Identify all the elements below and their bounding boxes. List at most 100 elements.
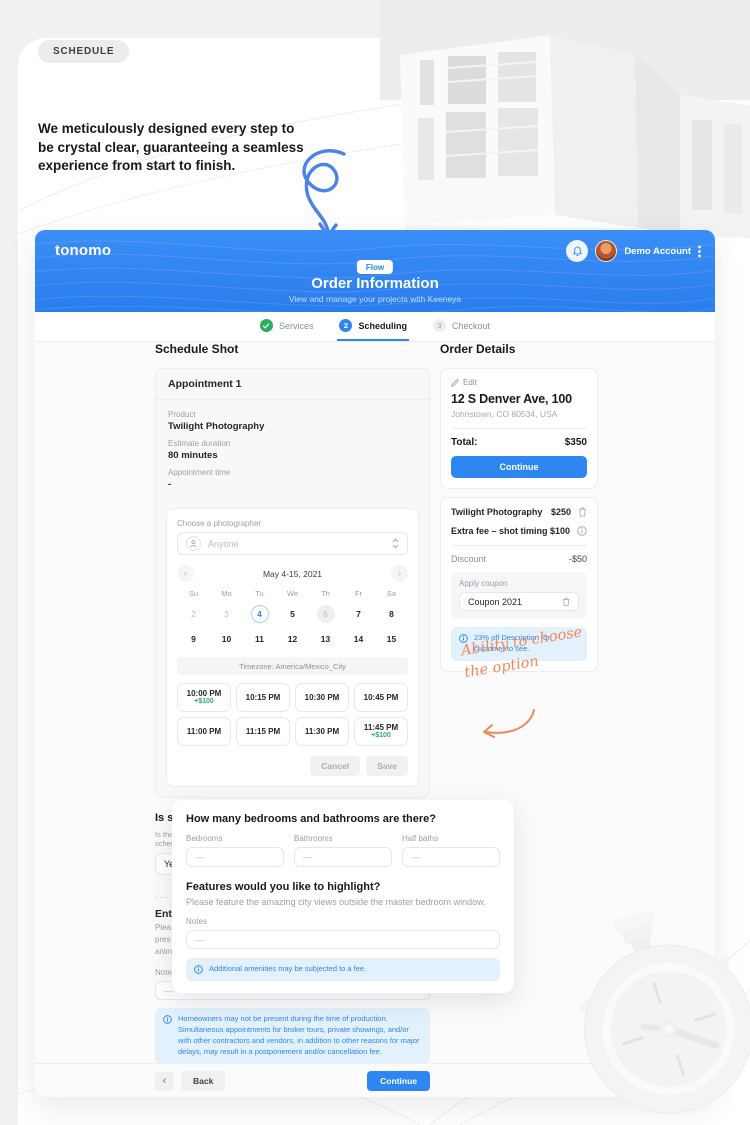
production-notice-banner: Homeowners may not be present during the…	[155, 1008, 430, 1064]
halfbaths-input[interactable]	[411, 848, 491, 866]
order-address: 12 S Denver Ave, 100	[451, 392, 572, 406]
trash-icon[interactable]	[562, 597, 570, 607]
item-name: Extra fee – shot timing	[451, 526, 548, 536]
rooms-question-card: How many bedrooms and bathrooms are ther…	[172, 800, 514, 993]
coupon-input-wrap	[459, 592, 579, 611]
entry-text-fragment: pres	[155, 935, 171, 944]
tab-checkout[interactable]: 3 Checkout	[431, 312, 492, 341]
notes-label: Notes	[155, 968, 176, 977]
edit-label: Edit	[463, 378, 477, 387]
entry-text-fragment: anim.	[155, 947, 175, 956]
account-name[interactable]: Demo Account	[624, 245, 691, 257]
calendar-prev-button[interactable]: ‹	[177, 565, 194, 582]
timeslot[interactable]: 10:30 PM	[295, 683, 349, 712]
avatar[interactable]	[595, 240, 618, 262]
calendar-day[interactable]: 9	[191, 634, 196, 644]
calendar-day[interactable]: 15	[386, 634, 397, 644]
calendar-day[interactable]: 12	[287, 634, 298, 644]
timeslot[interactable]: 11:15 PM	[236, 717, 290, 746]
item-price: $250	[550, 507, 571, 517]
building-photo	[380, 0, 750, 238]
calendar-day[interactable]: 7	[356, 609, 361, 619]
coupon-note-banner: 23% off Description for customer to see.	[451, 627, 587, 661]
duration-label: Estimate duration	[168, 439, 231, 448]
tab-label: Scheduling	[358, 320, 407, 331]
order-details-column: Order Details Edit 12 S Denver Ave, 100 …	[440, 342, 598, 672]
back-button[interactable]: Back	[181, 1071, 226, 1091]
order-details-heading: Order Details	[440, 342, 516, 356]
annotation-arrow	[483, 709, 535, 738]
total-row: Total: $350	[451, 437, 587, 448]
coupon-input[interactable]	[468, 593, 562, 610]
calendar-day[interactable]: 2	[191, 609, 196, 619]
photographer-select[interactable]: Anyone	[177, 532, 408, 555]
timeslot[interactable]: 11:00 PM	[177, 717, 231, 746]
item-name: Twilight Photography	[451, 507, 543, 517]
bedrooms-label: Bedrooms	[186, 834, 223, 843]
weekday: Fr	[354, 589, 363, 598]
timeslot[interactable]: 10:00 PM +$100	[177, 683, 231, 712]
rooms-heading: How many bedrooms and bathrooms are ther…	[186, 813, 436, 825]
appointment-time-value: -	[168, 479, 172, 490]
tonomo-logo[interactable]: tonomo	[55, 242, 112, 259]
bell-icon	[572, 246, 582, 256]
entry-text-fragment: Plea	[155, 923, 172, 932]
q-notes-input[interactable]	[195, 931, 491, 948]
order-item-row: Twilight Photography $250	[451, 507, 587, 517]
info-icon	[459, 633, 468, 643]
check-icon	[259, 319, 273, 332]
calendar-next-button[interactable]: ›	[390, 565, 408, 582]
step-2-badge: 2	[339, 319, 353, 332]
weekday: Tu	[255, 589, 264, 598]
q-notes-input-wrap	[186, 930, 500, 949]
calendar-day[interactable]: 14	[353, 634, 364, 644]
datetime-picker-card: Choose a photographer Anyone ‹ May 4-15,…	[166, 508, 419, 787]
order-continue-button[interactable]: Continue	[451, 456, 587, 478]
info-icon[interactable]	[577, 526, 587, 536]
edit-button[interactable]: Edit	[451, 378, 587, 387]
trash-icon[interactable]	[578, 507, 587, 517]
weekday: Su	[188, 589, 199, 598]
timeslot[interactable]: 10:45 PM	[354, 683, 408, 712]
calendar-day[interactable]: 13	[320, 634, 331, 644]
divider	[451, 545, 587, 546]
bedrooms-input[interactable]	[195, 848, 275, 866]
cancel-button[interactable]: Cancel	[310, 756, 361, 776]
person-icon	[186, 536, 201, 551]
notifications-button[interactable]	[566, 240, 589, 262]
header-wave-pattern	[35, 240, 715, 312]
continue-button[interactable]: Continue	[367, 1071, 430, 1091]
calendar-day[interactable]: 8	[389, 609, 394, 619]
weekday: Mo	[221, 589, 232, 598]
timezone-bar: Timezone: America/Mexico_City	[177, 657, 408, 675]
save-button[interactable]: Save	[366, 756, 408, 776]
duration-value: 80 minutes	[168, 450, 218, 461]
bedrooms-field: Bedrooms	[186, 834, 284, 867]
product-value: Twilight Photography	[168, 421, 265, 432]
stopwatch-illustration	[580, 910, 750, 1114]
timeslot[interactable]: 10:15 PM	[236, 683, 290, 712]
timeslot[interactable]: 11:30 PM	[295, 717, 349, 746]
calendar-day[interactable]: 10	[221, 634, 232, 644]
halfbaths-label: Half baths	[402, 834, 439, 843]
rooms-fields: Bedrooms Bathrooms Half baths	[186, 834, 500, 867]
calendar-day[interactable]: 11	[255, 634, 264, 644]
halfbaths-field: Half baths	[402, 834, 500, 867]
address-card: Edit 12 S Denver Ave, 100 Johnstown, CO …	[440, 368, 598, 489]
timeslot[interactable]: 11:45 PM +$100	[354, 717, 408, 746]
calendar-day[interactable]: 5	[290, 609, 295, 619]
kebab-menu-icon[interactable]	[698, 245, 701, 258]
back-chevron-button[interactable]: ‹	[155, 1071, 174, 1091]
tab-services[interactable]: Services	[258, 312, 316, 341]
amenities-notice-banner: Additional amenities may be subjected to…	[186, 958, 500, 981]
divider	[451, 428, 587, 429]
bathrooms-field: Bathrooms	[294, 834, 392, 867]
calendar-day-selected[interactable]: 4	[243, 605, 276, 623]
stepper-icon	[392, 538, 399, 549]
calendar-day-disabled[interactable]: 6	[309, 605, 342, 623]
bathrooms-input[interactable]	[303, 848, 383, 866]
tab-scheduling[interactable]: 2 Scheduling	[337, 312, 409, 341]
discount-value: -$50	[568, 554, 587, 564]
features-text: Please feature the amazing city views ou…	[186, 897, 486, 907]
calendar-day[interactable]: 3	[224, 609, 229, 619]
